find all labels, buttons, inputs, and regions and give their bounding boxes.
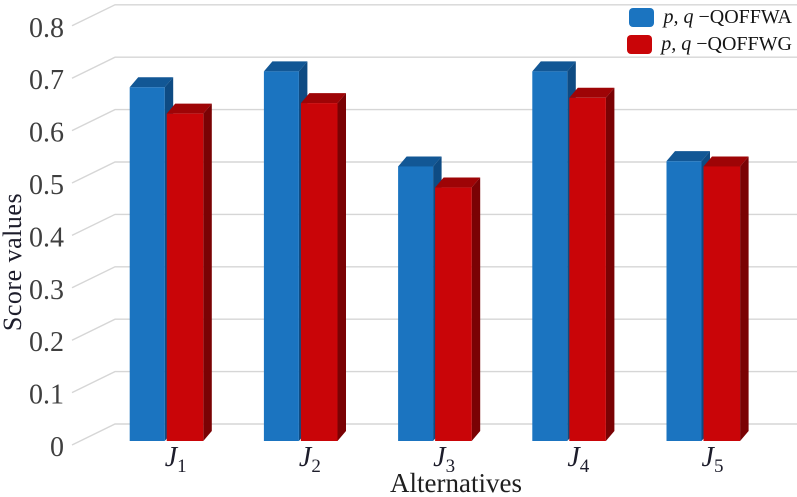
bar-top-s0-c2 (263, 61, 308, 72)
y-tick-label: 0.6 (29, 118, 64, 149)
legend-label-math: p, q (663, 6, 694, 28)
bar-s0-c1 (129, 87, 165, 442)
x-axis-title: Alternatives (390, 468, 522, 497)
bar-top-s1-c4 (569, 87, 615, 98)
y-tick-label: 0.4 (29, 222, 64, 253)
bar-side-s1-c2 (337, 93, 346, 441)
bar-side-s1-c4 (605, 87, 615, 442)
bar-side-s1-c5 (740, 156, 749, 441)
bar-top-s1-c5 (703, 156, 749, 167)
bar-s0-c3 (398, 166, 434, 441)
y-tick-label: 0.3 (29, 275, 64, 306)
bar-top-s0-c5 (666, 151, 710, 162)
y-tick-label: 0.7 (29, 65, 64, 96)
legend-swatch-red (627, 35, 653, 54)
legend-label: p, q −QOFFWG (661, 33, 792, 56)
bar-side-s1-c1 (203, 103, 212, 441)
y-tick-label: 0.5 (29, 170, 64, 201)
y-tick-label: 0.1 (29, 380, 64, 411)
bar-s1-c2 (300, 103, 338, 441)
y-axis-title: Score values (0, 192, 27, 332)
y-tick-label: 0.8 (29, 13, 64, 44)
bar-top-s0-c3 (398, 156, 442, 167)
bar-side-s1-c3 (471, 177, 481, 441)
bar-top-s1-c1 (166, 103, 212, 114)
legend-label-math: p, q (661, 33, 692, 55)
bar-top-s0-c1 (129, 77, 174, 88)
bar-s1-c3 (435, 187, 472, 441)
legend: p, q −QOFFWA p, q −QOFFWG (627, 6, 792, 56)
bar-top-s1-c3 (435, 177, 481, 188)
legend-item-qoffwg: p, q −QOFFWG (627, 33, 792, 56)
legend-label-name: −QOFFWA (698, 6, 792, 28)
y-tick-label: 0.2 (29, 327, 64, 358)
y-tick-label: 0 (50, 432, 64, 463)
bar-s1-c4 (569, 97, 606, 442)
legend-label: p, q −QOFFWA (663, 6, 792, 29)
x-category-label-5: J5 (702, 442, 724, 477)
legend-item-qoffwa: p, q −QOFFWA (627, 6, 792, 29)
bar-top-s1-c2 (300, 93, 346, 104)
x-category-label-1: J1 (165, 442, 187, 477)
gridline (71, 56, 797, 79)
x-category-label-4: J4 (567, 442, 589, 477)
bar-s0-c4 (532, 71, 568, 442)
bar-top-s0-c4 (532, 61, 576, 72)
x-category-label-2: J2 (299, 442, 321, 477)
legend-label-name: −QOFFWG (696, 33, 792, 55)
bar-s0-c5 (666, 161, 702, 441)
bar-s0-c2 (263, 71, 299, 442)
bar-s1-c5 (703, 166, 741, 441)
gridline (71, 4, 797, 27)
bar-s1-c1 (166, 113, 204, 441)
legend-swatch-blue (629, 8, 655, 27)
